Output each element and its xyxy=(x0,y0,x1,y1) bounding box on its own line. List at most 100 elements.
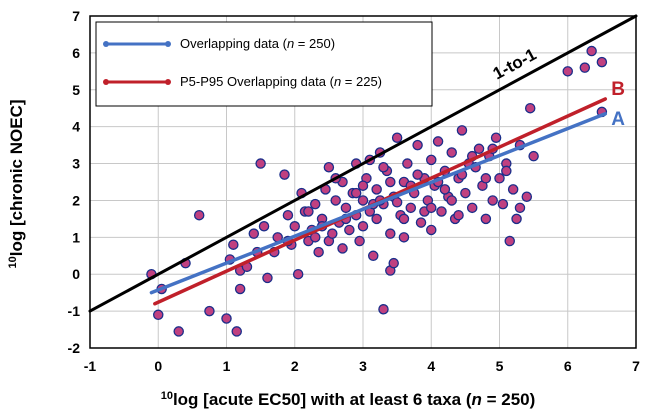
annotation-line-b: B xyxy=(611,79,625,100)
data-point xyxy=(473,143,485,155)
annotation-1-to-1: 1-to-1 xyxy=(490,45,540,84)
data-point xyxy=(511,213,522,225)
legend-marker-red-end xyxy=(165,79,171,85)
y-tick-label: -1 xyxy=(68,303,81,319)
data-point xyxy=(439,184,451,195)
legend-box xyxy=(95,21,433,107)
data-point xyxy=(504,235,515,247)
x-tick-label: 2 xyxy=(291,358,299,374)
data-point xyxy=(327,228,338,239)
data-point xyxy=(388,257,399,269)
x-tick-label: 3 xyxy=(359,358,367,374)
data-point xyxy=(425,154,437,166)
data-point xyxy=(490,132,502,143)
x-tick-label: 4 xyxy=(427,358,435,374)
data-point xyxy=(279,169,290,180)
data-point xyxy=(528,150,539,162)
data-point xyxy=(309,198,321,210)
data-point xyxy=(501,165,512,177)
data-point xyxy=(357,195,369,206)
data-point xyxy=(446,195,457,206)
y-tick-label: 5 xyxy=(72,82,80,98)
legend-label-overlapping: Overlapping data (n = 250) xyxy=(180,36,335,51)
data-point xyxy=(460,187,471,199)
data-point xyxy=(405,202,417,214)
data-point xyxy=(398,213,410,225)
x-axis-title: 10log [acute EC50] with at least 6 taxa … xyxy=(161,390,536,409)
data-point xyxy=(562,66,574,77)
data-point xyxy=(446,147,457,158)
data-point xyxy=(507,184,519,195)
data-point xyxy=(402,158,413,169)
legend-label-p5-p95: P5-P95 Overlapping data (n = 225) xyxy=(180,74,382,89)
data-point xyxy=(521,191,533,203)
x-tick-label: 0 xyxy=(154,358,162,374)
data-point xyxy=(514,202,526,214)
data-point xyxy=(330,195,341,206)
data-point xyxy=(425,224,437,236)
x-tick-label: 7 xyxy=(632,358,640,374)
data-point xyxy=(357,180,369,191)
data-point xyxy=(385,176,396,188)
data-point xyxy=(453,209,464,221)
data-point xyxy=(282,209,294,221)
regression-lines xyxy=(88,14,638,313)
y-tick-label: 6 xyxy=(72,45,80,61)
data-point xyxy=(350,187,362,199)
data-point xyxy=(340,202,352,214)
data-point xyxy=(391,132,403,143)
data-point xyxy=(412,139,423,151)
data-point xyxy=(378,161,389,173)
data-point xyxy=(221,313,232,324)
data-point xyxy=(152,309,164,321)
legend-marker-blue xyxy=(103,41,109,47)
data-point xyxy=(412,169,423,180)
data-point xyxy=(357,221,369,232)
y-tick-label: 3 xyxy=(72,156,80,172)
data-point xyxy=(596,56,608,68)
legend-marker-blue-end xyxy=(165,41,171,47)
data-point xyxy=(371,213,382,225)
data-point xyxy=(289,221,300,232)
y-tick-label: 2 xyxy=(72,192,80,208)
data-point xyxy=(323,161,335,173)
data-point xyxy=(337,243,348,254)
data-point xyxy=(432,136,444,147)
data-point xyxy=(193,209,205,221)
y-tick-label: 7 xyxy=(72,8,80,24)
data-point xyxy=(466,202,478,214)
data-point xyxy=(258,221,270,232)
data-point xyxy=(480,173,492,184)
data-point xyxy=(415,217,427,228)
data-point xyxy=(378,304,389,315)
data-point xyxy=(579,62,591,73)
data-point xyxy=(436,206,447,217)
data-point xyxy=(248,228,260,239)
data-point xyxy=(398,232,410,243)
y-axis-title: 10log [chronic NOEC] xyxy=(7,99,26,268)
y-tick-label: 1 xyxy=(72,229,80,245)
data-point xyxy=(367,250,379,262)
data-point xyxy=(228,239,239,250)
data-point xyxy=(371,184,382,195)
data-point xyxy=(173,326,184,337)
plot-area-frame xyxy=(89,15,637,349)
data-point xyxy=(204,305,215,317)
y-tick-label: -2 xyxy=(68,340,81,356)
regression-line-a xyxy=(149,112,608,295)
x-tick-label: 6 xyxy=(564,358,572,374)
x-tick-label: 5 xyxy=(496,358,504,374)
one-to-one-line xyxy=(88,14,638,313)
data-point xyxy=(354,235,365,247)
legend: Overlapping data (n = 250) P5-P95 Overla… xyxy=(95,21,433,107)
y-tick-label: 0 xyxy=(72,266,80,282)
data-point xyxy=(480,213,492,225)
data-point xyxy=(292,268,304,280)
legend-marker-red xyxy=(103,79,109,85)
x-tick-label: -1 xyxy=(84,358,97,374)
data-point xyxy=(524,102,536,114)
data-point xyxy=(234,283,246,295)
data-point xyxy=(303,206,314,217)
